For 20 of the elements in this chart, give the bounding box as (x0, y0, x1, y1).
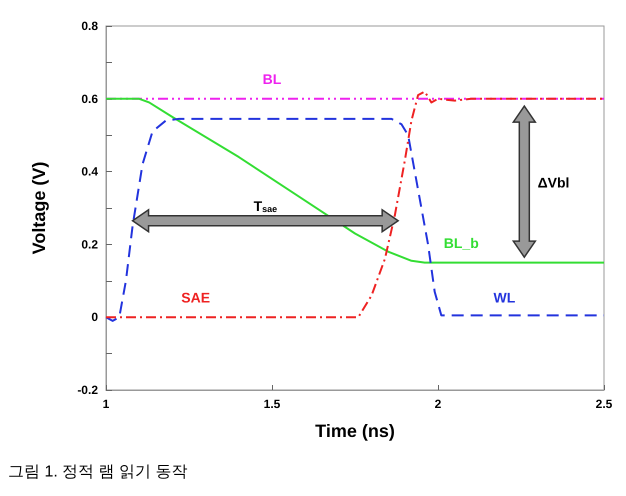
y-tick-label: 0.6 (81, 92, 98, 106)
series-label: BL (262, 71, 282, 88)
series-label: BL_b (444, 234, 479, 251)
annotation: ΔVbl (538, 174, 570, 191)
y-tick-label: 0 (91, 310, 98, 324)
y-tick-label: -0.2 (77, 383, 98, 397)
y-tick-label: 0.8 (81, 19, 98, 33)
x-tick-label: 1 (102, 397, 110, 411)
y-tick-label: 0.2 (81, 237, 98, 252)
series-label: SAE (181, 289, 210, 306)
annotation: Tsae (254, 198, 278, 214)
y-axis-title: Voltage (V) (29, 162, 49, 254)
y-tick-label: 0.4 (81, 164, 98, 179)
x-tick-label: 1.5 (264, 397, 281, 411)
x-tick-label: 2.5 (596, 397, 613, 411)
caption: 그림 1. 정적 램 읽기 동작 (8, 464, 188, 480)
x-tick-label: 2 (434, 397, 442, 411)
series-label: WL (494, 289, 516, 306)
x-axis-title: Time (ns) (315, 421, 395, 441)
line-series (105, 98, 605, 264)
